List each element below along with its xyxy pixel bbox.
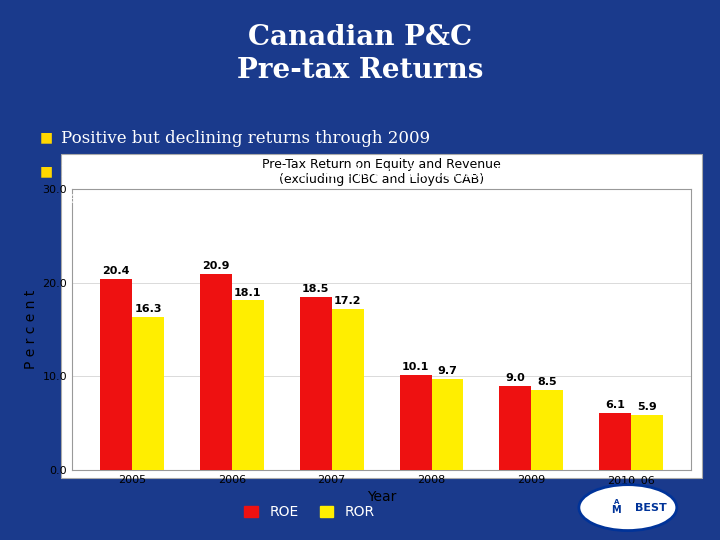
Bar: [400, 375, 431, 470]
Text: 18.5: 18.5: [302, 284, 330, 294]
Text: BEST: BEST: [635, 503, 667, 512]
Text: Driven by underwriting losses and lower investment: Driven by underwriting losses and lower …: [61, 164, 502, 180]
Text: 16.3: 16.3: [135, 305, 162, 314]
Text: 20.9: 20.9: [202, 261, 230, 272]
Bar: [431, 379, 464, 470]
Text: 5.9: 5.9: [637, 402, 657, 412]
Text: 18.1: 18.1: [234, 288, 261, 298]
Text: Positive but declining returns through 2009: Positive but declining returns through 2…: [61, 130, 431, 146]
Text: Pre-tax Returns: Pre-tax Returns: [237, 57, 483, 84]
Text: 6.1: 6.1: [606, 400, 625, 410]
Bar: [200, 274, 232, 470]
Bar: [232, 300, 264, 470]
Bar: [100, 279, 132, 470]
Text: 20.4: 20.4: [102, 266, 130, 276]
Bar: [631, 415, 663, 470]
Text: ■: ■: [40, 131, 53, 145]
Text: M: M: [611, 505, 621, 515]
Text: A: A: [613, 499, 619, 505]
Text: 17.2: 17.2: [334, 296, 361, 306]
Ellipse shape: [579, 485, 677, 530]
Y-axis label: P e r c e n t: P e r c e n t: [24, 290, 38, 369]
Text: Canadian P&C: Canadian P&C: [248, 24, 472, 51]
Text: 9.7: 9.7: [438, 366, 457, 376]
Bar: [500, 386, 531, 470]
Bar: [599, 413, 631, 470]
Text: 9.0: 9.0: [505, 373, 525, 383]
Bar: [531, 390, 563, 470]
Text: 8.5: 8.5: [537, 377, 557, 387]
Text: returns: returns: [61, 190, 123, 207]
Legend: ROE, ROR: ROE, ROR: [239, 500, 380, 525]
Text: ■: ■: [40, 165, 53, 179]
Bar: [300, 296, 332, 470]
Bar: [132, 317, 164, 470]
Title: Pre-Tax Return on Equity and Revenue
(excluding ICBC and Lloyds CAB): Pre-Tax Return on Equity and Revenue (ex…: [262, 158, 501, 186]
X-axis label: Year: Year: [367, 490, 396, 504]
Text: 10.1: 10.1: [402, 362, 429, 373]
Bar: [332, 309, 364, 470]
